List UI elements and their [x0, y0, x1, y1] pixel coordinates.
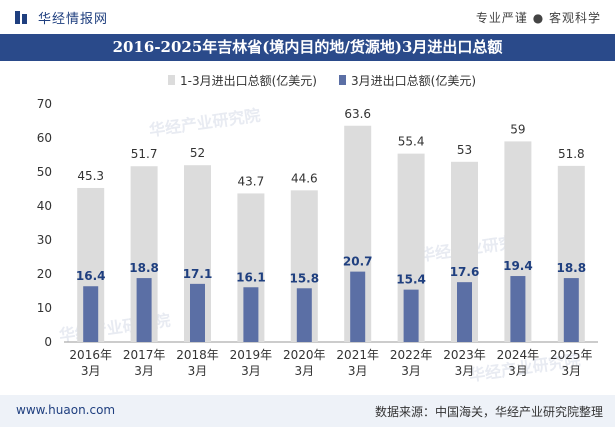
bar-march	[510, 276, 526, 342]
legend-label-total: 1-3月进出口总额(亿美元)	[180, 73, 317, 88]
y-tick-label: 20	[37, 267, 52, 281]
y-tick-label: 10	[37, 301, 52, 315]
footer-source: 数据来源：中国海关，华经产业研究院整理	[374, 405, 603, 419]
x-tick-label: 2019年	[230, 348, 273, 362]
chart-area: 华经产业研究院华经产业研究院华经产业研究院华经产业研究院010203040506…	[0, 61, 615, 395]
data-label-march: 16.4	[76, 269, 106, 283]
data-label-total: 44.6	[291, 171, 318, 185]
x-tick-label: 3月	[455, 364, 475, 378]
data-label-total: 53	[457, 143, 472, 157]
x-tick-label: 2016年	[69, 348, 112, 362]
x-tick-label: 2018年	[176, 348, 219, 362]
y-tick-label: 0	[44, 335, 52, 349]
x-tick-label: 3月	[561, 364, 581, 378]
data-label-total: 51.8	[558, 147, 585, 161]
data-label-total: 43.7	[238, 174, 265, 188]
x-tick-label: 2023年	[443, 348, 486, 362]
legend-swatch-march	[339, 75, 346, 85]
bar-chart: 华经产业研究院华经产业研究院华经产业研究院华经产业研究院010203040506…	[37, 73, 598, 385]
data-label-total: 55.4	[398, 135, 425, 149]
bar-march	[136, 278, 152, 342]
bar-march	[83, 286, 99, 342]
footer-website: www.huaon.com	[16, 403, 116, 417]
data-label-total: 59	[510, 122, 525, 136]
top-bar: 华经情报网 专业严谨 ● 客观科学	[0, 0, 615, 34]
x-tick-label: 2020年	[283, 348, 326, 362]
x-tick-label: 3月	[294, 364, 314, 378]
y-tick-label: 30	[37, 233, 52, 247]
data-label-total: 63.6	[344, 107, 371, 121]
data-label-march: 18.8	[556, 261, 586, 275]
data-label-total: 52	[190, 146, 205, 160]
legend-label-march: 3月进出口总额(亿美元)	[351, 73, 476, 88]
data-label-march: 15.4	[396, 273, 426, 287]
brand-name: 华经情报网	[38, 11, 109, 27]
watermark-text: 华经产业研究院	[148, 106, 262, 140]
legend-swatch-total	[168, 75, 175, 85]
data-label-total: 51.7	[131, 147, 158, 161]
y-tick-label: 50	[37, 165, 52, 179]
bar-march	[190, 283, 205, 342]
x-tick-label: 2025年	[550, 348, 593, 362]
y-tick-label: 70	[37, 97, 52, 111]
x-tick-label: 2024年	[497, 348, 540, 362]
brand: 华经情报网	[14, 8, 109, 27]
footer: www.huaon.com 数据来源：中国海关，华经产业研究院整理	[0, 395, 615, 427]
x-tick-label: 3月	[241, 364, 261, 378]
bar-march	[243, 287, 259, 342]
x-tick-label: 3月	[348, 364, 368, 378]
bar-march	[457, 282, 472, 342]
bar-march	[563, 278, 579, 342]
data-label-march: 20.7	[343, 255, 373, 269]
y-tick-label: 40	[37, 199, 52, 213]
data-label-march: 16.1	[236, 270, 266, 284]
data-label-march: 15.8	[289, 271, 319, 285]
bar-march	[403, 289, 419, 342]
bar-march	[296, 288, 312, 342]
x-tick-label: 3月	[81, 364, 101, 378]
y-tick-label: 60	[37, 131, 52, 145]
bar-march	[350, 271, 366, 342]
data-label-total: 45.3	[77, 169, 104, 183]
data-label-march: 18.8	[129, 261, 159, 275]
data-label-march: 17.1	[183, 267, 213, 281]
brand-logo-icon	[14, 9, 30, 25]
x-tick-label: 2022年	[390, 348, 433, 362]
data-label-march: 17.6	[450, 265, 480, 279]
chart-title: 2016-2025年吉林省(境内目的地/货源地)3月进出口总额	[0, 34, 615, 61]
data-label-march: 19.4	[503, 259, 533, 273]
x-tick-label: 3月	[401, 364, 421, 378]
x-tick-label: 3月	[188, 364, 208, 378]
x-tick-label: 3月	[134, 364, 154, 378]
tagline: 专业严谨 ● 客观科学	[475, 11, 601, 25]
x-tick-label: 2017年	[123, 348, 166, 362]
x-tick-label: 3月	[508, 364, 528, 378]
x-tick-label: 2021年	[336, 348, 379, 362]
